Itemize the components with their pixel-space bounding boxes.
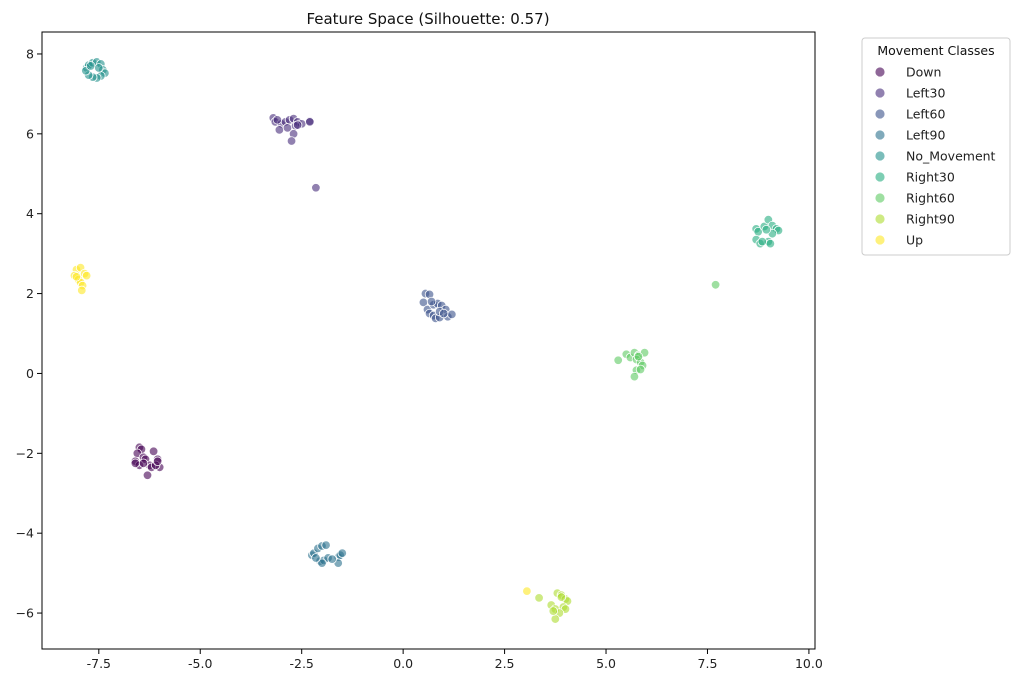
x-tick-label: -5.0 [188, 656, 212, 671]
legend-label: No_Movement [906, 149, 996, 164]
data-point [613, 355, 623, 365]
legend-item: Down [874, 65, 941, 80]
legend-marker [874, 129, 886, 141]
data-point [305, 117, 315, 127]
legend-item: Left90 [874, 128, 945, 143]
data-point [81, 270, 92, 281]
series-left90 [307, 540, 347, 568]
data-point [761, 224, 772, 235]
legend-label: Left30 [906, 86, 945, 101]
legend-label: Right90 [906, 212, 955, 227]
series-right30 [751, 214, 784, 249]
y-tick-label: 2 [26, 286, 34, 301]
series-left60 [418, 288, 457, 324]
legend-label: Right30 [906, 170, 955, 185]
data-point [757, 236, 767, 247]
y-tick-label: −6 [16, 606, 34, 621]
legend-item: Right30 [874, 170, 955, 185]
x-tick-label: -2.5 [290, 656, 314, 671]
chart-title: Feature Space (Silhouette: 0.57) [306, 10, 549, 28]
data-point [130, 458, 141, 469]
data-point [635, 364, 646, 375]
data-point [138, 458, 149, 469]
data-point [142, 470, 153, 480]
legend-item: Right60 [874, 191, 955, 206]
data-point [272, 115, 283, 125]
data-point [71, 272, 82, 282]
data-point [629, 371, 640, 382]
legend-label: Right60 [906, 191, 955, 206]
plot-area [69, 57, 784, 624]
data-point [534, 593, 544, 603]
series-no-movement [81, 57, 110, 83]
legend-marker [874, 108, 886, 120]
legend-label: Left60 [906, 107, 945, 122]
y-tick-label: 0 [26, 366, 34, 381]
x-tick-label: 10.0 [795, 656, 823, 671]
data-point [522, 586, 532, 596]
data-point [311, 553, 321, 563]
data-point [550, 614, 561, 624]
y-tick-label: −4 [16, 526, 34, 541]
data-point [710, 280, 721, 290]
data-point [274, 125, 285, 135]
series-left30 [268, 113, 321, 193]
series-right60 [613, 280, 721, 382]
legend-box [861, 37, 1011, 256]
data-point [94, 63, 104, 73]
x-tick-label: 7.5 [698, 656, 718, 671]
legend-marker [874, 66, 886, 78]
legend-item: Up [874, 233, 923, 248]
legend-item: Left60 [874, 107, 945, 122]
data-point [321, 540, 331, 550]
data-point [426, 296, 437, 307]
legend-marker [874, 192, 886, 204]
legend-marker [874, 171, 886, 183]
legend-item: No_Movement [874, 149, 996, 164]
legend-marker [874, 234, 886, 246]
legend-marker [874, 213, 886, 225]
data-point [77, 285, 87, 296]
data-point [337, 548, 347, 558]
legend: Movement Classes Down Left30 Left60 Left90 No… [861, 37, 1011, 256]
legend-marker [874, 87, 886, 99]
x-tick-label: 2.5 [495, 656, 515, 671]
data-point [85, 61, 96, 71]
data-point [633, 351, 644, 362]
legend-title: Movement Classes [877, 43, 994, 58]
legend-label: Left90 [906, 128, 945, 143]
y-tick-label: 4 [26, 206, 34, 221]
series-down [130, 442, 165, 480]
x-tick-label: -7.5 [87, 656, 111, 671]
data-point [292, 120, 303, 130]
data-point [447, 309, 457, 320]
series-right90 [534, 588, 573, 624]
y-tick-label: 6 [26, 126, 34, 141]
data-point [327, 554, 337, 564]
y-tick-label: −2 [16, 446, 34, 461]
plot-frame [41, 31, 816, 650]
data-point [317, 558, 327, 568]
data-point [152, 456, 163, 467]
data-point [765, 238, 776, 249]
legend-item: Left30 [874, 86, 945, 101]
y-tick-label: 8 [26, 46, 34, 61]
data-point [286, 136, 297, 146]
data-point [311, 183, 321, 193]
data-point [548, 606, 558, 616]
legend-label: Up [906, 233, 923, 248]
series-up [69, 262, 532, 596]
x-tick-label: 5.0 [596, 656, 616, 671]
x-tick-label: 0.0 [393, 656, 413, 671]
data-point [148, 446, 159, 457]
data-point [556, 592, 567, 602]
axes: -7.5 -5.0 -2.5 0.0 2.5 5.0 7.5 10.0 −6 −4 −2 0 2 4 6 8 [16, 31, 823, 671]
legend-marker [874, 150, 886, 162]
legend-item: Right90 [874, 212, 955, 227]
legend-label: Down [906, 65, 941, 80]
data-point [439, 308, 449, 319]
